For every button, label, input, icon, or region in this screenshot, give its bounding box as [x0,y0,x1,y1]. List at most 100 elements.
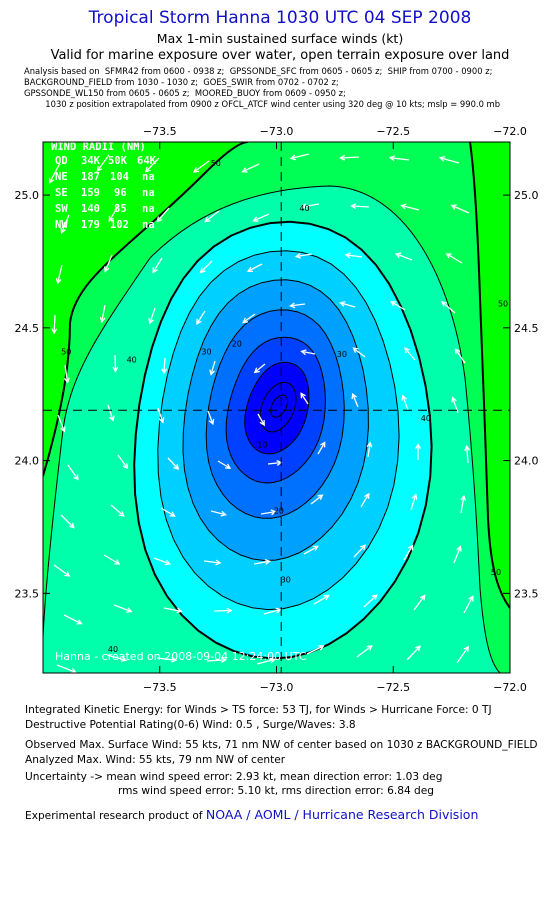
wind-vector-head [350,203,357,210]
wind-vector [53,564,70,577]
wind-vector [451,397,459,414]
wind-vector [156,207,170,222]
wind-vector [460,495,465,514]
credit-prefix: Experimental research product of [25,810,206,822]
wind-vector-head [64,571,71,577]
hrd-credit-link[interactable]: NOAA / AOML / Hurricane Research Divisio… [205,807,479,822]
contour-label: 20 [232,339,242,348]
wind-vector-head [415,443,421,450]
wind-vector-head [388,155,396,162]
wind-vector [395,253,413,261]
y-tick-label-left: 23.5 [15,587,40,600]
wind-vector-head [312,545,319,551]
wind-vector [193,160,210,173]
wind-vector [56,664,76,673]
wind-vector [108,204,120,222]
wind-radii-title: WIND RADII (NM) [51,141,146,153]
wind-vector [317,442,326,455]
wind-vector-head [220,657,227,664]
wind-vector-head [451,396,457,403]
wind-vector-head [253,367,260,374]
chart-subtitle: Max 1-min sustained surface winds (kt) [156,31,404,46]
wind-radii-cell: SE [55,187,68,199]
wind-vector-head [96,165,103,172]
contour-line [205,309,345,519]
wind-radii-header: QD 34K 50K 64K [55,155,157,167]
contour-line [259,381,297,433]
wind-vector [306,645,324,655]
wind-vector-head [109,415,115,422]
wind-vector-head [122,463,129,470]
wind-vector-head [300,203,307,210]
wind-vector-head [264,558,272,565]
wind-vector-head [161,368,168,375]
wind-vector [303,545,319,555]
wind-vector [217,460,231,469]
wind-vector [267,461,282,465]
wind-vector-head [463,645,470,652]
wind-vector-head [445,253,452,259]
contour-label: 30 [281,576,291,585]
wind-vector [390,157,410,161]
x-tick-label-bottom: −72.0 [493,681,527,694]
ike-line: Integrated Kinetic Energy: for Winds > T… [25,704,492,716]
wind-vector [117,454,128,469]
contour-line [244,361,310,455]
wind-vector-head [456,545,462,552]
x-tick-label-bottom: −72.5 [376,681,410,694]
contour-label: 50 [498,300,508,309]
contour-label: 40 [127,355,137,364]
wind-vector-head [300,392,306,399]
uncertainty-rms-line: rms wind speed error: 5.10 kt, rms direc… [118,785,435,797]
wind-vector [301,350,316,355]
wind-vector [210,360,216,375]
wind-vector [263,608,281,615]
wind-radii-cell: na [142,171,155,183]
wind-vector-head [204,216,211,223]
wind-vector-head [344,252,351,259]
wind-vector [257,413,265,426]
wind-vector-head [401,394,407,401]
wind-vector [104,254,113,272]
wind-radii-cell: 104 [110,171,129,183]
contour-label: 50 [211,159,221,168]
wind-vector [454,348,466,364]
wind-vector-head [394,252,402,259]
wind-radii-cell: NE [55,171,68,183]
contour-label: 40 [108,645,118,654]
wind-vector-head [352,347,359,353]
wind-vector-head [289,154,297,161]
wind-vector-head [104,266,110,273]
wind-vector [367,442,371,458]
wind-vector-head [173,464,180,470]
wind-vector-head [252,216,259,222]
wind-vector-head [118,511,125,517]
contour-label: 30 [337,350,347,359]
wind-vector-head [454,348,461,355]
wind-vector-head [366,441,373,448]
wind-vector-head [114,559,121,565]
wind-vector [160,507,175,517]
x-tick-label-top: −73.0 [260,125,294,138]
wind-radii-cell: 96 [114,187,127,199]
contour-labels: 50 40 50 50 40 30 20 30 40 10 20 30 40 50 [61,159,508,654]
wind-radii-header-cell: 34K [81,155,101,167]
wind-vector [290,153,310,160]
y-tick-label-right: 23.5 [514,587,539,600]
wind-vector-head [270,509,277,516]
wind-vector [404,347,416,361]
wind-vector-head [360,544,367,551]
contour-line-40 [43,185,501,673]
wind-vector-head [242,317,249,324]
wind-vector [53,314,56,334]
wind-vector-head [120,656,128,662]
wind-vector-head [269,657,277,664]
wind-vector-head [241,167,248,173]
y-tick-label-right: 24.5 [514,322,539,335]
wind-vector [363,594,378,608]
wind-radii-cell: 179 [81,219,100,231]
x-tick-label-top: −72.0 [493,125,527,138]
wind-vectors [48,153,474,673]
wind-vector-head [108,215,114,222]
wind-vector-head [404,347,410,354]
